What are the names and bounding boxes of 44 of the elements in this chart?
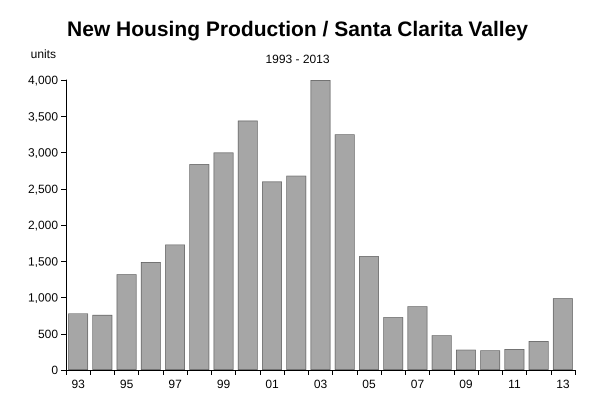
x-tick-label: 13 [556, 377, 570, 391]
bar [432, 335, 452, 370]
x-tick-label: 01 [265, 377, 280, 391]
y-tick-label: 2,000 [28, 218, 58, 232]
bar [359, 256, 379, 370]
bar [165, 244, 186, 370]
chart-subtitle: 1993 - 2013 [265, 52, 330, 66]
x-tick-label: 07 [410, 377, 424, 391]
y-tick-label: 0 [51, 363, 58, 377]
bar [92, 314, 112, 370]
bar [214, 152, 234, 370]
x-tick-label: 95 [120, 377, 134, 391]
bar [408, 306, 428, 370]
bar [552, 298, 573, 370]
y-tick-label: 3,000 [28, 146, 58, 160]
bar [140, 262, 161, 370]
x-tick-label: 03 [314, 377, 328, 391]
bar [383, 317, 404, 370]
bar [238, 120, 258, 370]
bar [480, 350, 500, 370]
chart-title: New Housing Production / Santa Clarita Valley [67, 18, 528, 41]
bar [189, 164, 210, 370]
y-tick-label: 3,500 [28, 109, 58, 124]
x-tick-label: 11 [508, 377, 521, 391]
bar [116, 274, 137, 370]
y-tick-label: 4,000 [28, 73, 58, 87]
x-tick-label: 97 [168, 377, 182, 391]
bar [310, 80, 330, 370]
bar [68, 313, 88, 370]
bar [456, 350, 476, 370]
y-axis-title: units [30, 47, 56, 61]
y-tick-label: 1,500 [28, 254, 58, 268]
x-tick-label: 99 [216, 377, 231, 391]
bar [528, 341, 549, 370]
bar [334, 134, 355, 370]
y-tick-label: 500 [38, 326, 58, 341]
y-tick-label: 1,000 [28, 290, 58, 304]
bar [262, 182, 282, 370]
y-tick-label: 2,500 [28, 182, 58, 196]
bar [504, 348, 524, 370]
x-tick-label: 05 [362, 377, 376, 391]
x-tick-label: 09 [459, 377, 473, 391]
bar [286, 176, 306, 370]
x-tick-label: 93 [71, 377, 86, 391]
